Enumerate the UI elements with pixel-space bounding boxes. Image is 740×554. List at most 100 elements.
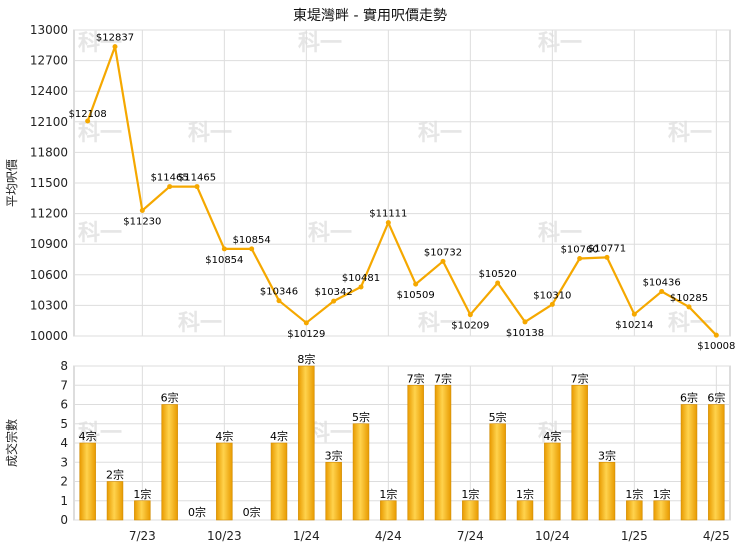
price-point (276, 298, 282, 304)
watermark-text: 科一 (78, 31, 122, 56)
volume-bar (434, 384, 452, 521)
watermark-text: 科一 (418, 121, 462, 146)
volume-data-label: 7宗 (407, 371, 425, 385)
price-data-label: $11111 (369, 209, 407, 220)
price-data-label: $12837 (96, 33, 134, 44)
price-point (112, 44, 118, 50)
price-data-label: $10209 (451, 321, 489, 332)
volume-bar (270, 442, 288, 521)
volume-data-label: 1宗 (653, 487, 671, 501)
price-data-label: $11465 (151, 173, 189, 184)
volume-y-tick-label: 1 (60, 494, 68, 508)
price-data-label: $10520 (479, 269, 517, 280)
volume-y-tick-label: 4 (60, 436, 68, 450)
volume-bar (352, 423, 370, 521)
volume-bar (161, 404, 178, 521)
price-point (577, 255, 583, 261)
volume-bar (134, 500, 151, 521)
price-data-label: $10214 (615, 320, 653, 331)
price-data-label: $12108 (69, 109, 107, 120)
volume-data-label: 3宗 (325, 448, 343, 462)
price-point (440, 258, 446, 264)
x-tick-label: 7/23 (129, 529, 156, 543)
volume-data-label: 0宗 (188, 505, 206, 519)
price-point (249, 246, 255, 252)
watermark-text: 科一 (178, 311, 222, 336)
volume-bar-chart: 0 1 2 3 4 5 6 7 8 4宗 2宗 1宗 6宗 0宗 4宗 0宗 4宗 8宗 3宗 5宗 1宗 7宗 7宗 1宗 5… (60, 352, 731, 543)
price-axis-title: 平均呎價 (5, 159, 19, 207)
watermark-text: 科一 (668, 121, 712, 146)
price-point (303, 320, 309, 326)
x-tick-label: 4/25 (703, 529, 730, 543)
volume-data-label: 1宗 (461, 487, 479, 501)
volume-y-tick-label: 8 (60, 359, 68, 373)
x-tick-label: 1/25 (621, 529, 648, 543)
volume-y-tick-label: 7 (60, 378, 68, 392)
watermark-text: 科一 (78, 421, 122, 446)
price-y-tick-label: 12700 (30, 54, 68, 68)
volume-data-label: 7宗 (434, 371, 452, 385)
watermark-text: 科一 (538, 221, 582, 246)
price-data-label: $10342 (315, 287, 353, 298)
price-y-tick-label: 10900 (30, 237, 68, 251)
volume-data-label: 5宗 (352, 410, 370, 424)
price-point (139, 208, 145, 214)
volume-data-label: 8宗 (297, 352, 315, 366)
volume-data-label: 7宗 (571, 371, 589, 385)
volume-bar (708, 404, 725, 521)
volume-data-label: 6宗 (680, 391, 698, 405)
price-point (659, 289, 665, 295)
price-data-label: $11465 (178, 173, 216, 184)
chart-title: 東堤灣畔 - 實用呎價走勢 (293, 7, 447, 24)
price-point (194, 184, 200, 190)
price-data-label: $10129 (287, 329, 325, 340)
price-point (358, 284, 364, 290)
volume-bar (489, 423, 506, 521)
volume-data-label: 2宗 (106, 468, 124, 482)
price-y-tick-label: 12100 (30, 115, 68, 129)
volume-bar (544, 442, 561, 521)
volume-data-label: 4宗 (79, 429, 97, 443)
volume-data-label: 0宗 (243, 505, 261, 519)
watermark-text: 科一 (418, 311, 462, 336)
volume-bar (325, 461, 342, 521)
price-point (522, 319, 528, 325)
volume-data-label: 4宗 (215, 429, 233, 443)
x-tick-label: 10/24 (535, 529, 570, 543)
volume-data-label: 1宗 (133, 487, 151, 501)
volume-y-tick-label: 2 (60, 475, 68, 489)
price-data-label: $10346 (260, 287, 298, 298)
watermark-text: 科一 (78, 221, 122, 246)
price-y-tick-label: 10600 (30, 268, 68, 282)
volume-bar (106, 481, 124, 521)
price-data-label: $10138 (506, 328, 544, 339)
x-tick-label: 4/24 (375, 529, 402, 543)
x-tick-label: 10/23 (207, 529, 242, 543)
watermark-text: 科一 (308, 421, 352, 446)
volume-data-label: 3宗 (598, 448, 616, 462)
watermark-text: 科一 (78, 121, 122, 146)
volume-bar (380, 500, 397, 521)
price-point (413, 281, 419, 287)
volume-bar (298, 365, 315, 521)
price-point (495, 280, 501, 286)
volume-bar (626, 500, 643, 521)
volume-y-tick-label: 3 (60, 455, 68, 469)
price-series-line (86, 45, 718, 336)
price-data-label: $10771 (588, 243, 626, 254)
price-y-tick-label: 13000 (30, 23, 68, 37)
price-data-label: $10285 (670, 293, 708, 304)
price-data-label: $10732 (424, 247, 462, 258)
price-y-tick-label: 10300 (30, 298, 68, 312)
volume-data-label: 1宗 (516, 487, 534, 501)
price-data-label: $10854 (205, 255, 243, 266)
price-y-tick-label: 11200 (30, 207, 68, 221)
watermark-text: 科一 (298, 31, 342, 56)
volume-bar (571, 384, 588, 521)
price-data-label: $10481 (342, 273, 380, 284)
price-point (385, 220, 391, 226)
volume-bar (407, 384, 424, 521)
